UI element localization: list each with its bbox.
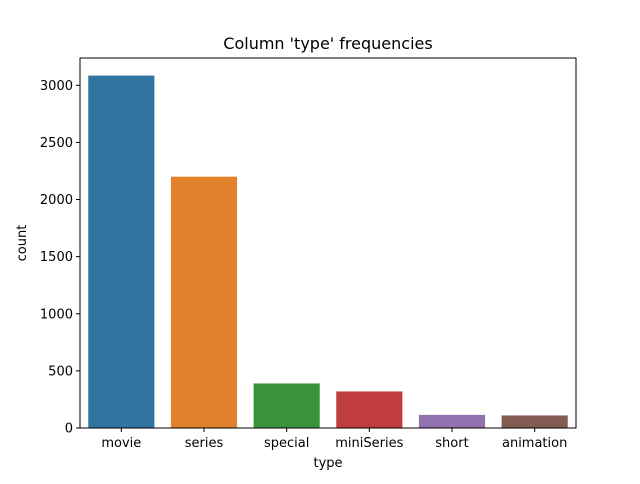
y-axis-label: count — [15, 225, 30, 262]
x-tick-label: movie — [101, 436, 141, 451]
bar-movie — [88, 75, 155, 428]
x-tick-label: short — [435, 436, 468, 451]
x-tick-label: special — [264, 436, 309, 451]
x-tick-label: series — [185, 436, 224, 451]
x-tick-label: miniSeries — [335, 436, 403, 451]
bar-animation — [501, 415, 568, 428]
bar-special — [253, 383, 320, 428]
x-axis: movie series special miniSeries short animati… — [101, 428, 567, 451]
y-tick-label: 500 — [48, 364, 73, 379]
y-tick-label: 2000 — [40, 193, 73, 208]
chart-title: Column 'type' frequencies — [223, 34, 432, 53]
x-axis-label: type — [313, 456, 342, 471]
bar-short — [418, 414, 486, 428]
y-tick-label: 0 — [65, 422, 73, 437]
y-tick-label: 2500 — [40, 136, 73, 151]
y-tick-label: 3000 — [40, 79, 73, 94]
bar-miniSeries — [336, 391, 403, 428]
plot-frame — [79, 57, 577, 429]
bars-group — [88, 75, 568, 428]
y-tick-label: 1500 — [40, 250, 73, 265]
x-tick-label: animation — [502, 436, 567, 451]
bar-series — [170, 176, 238, 428]
y-tick-label: 1000 — [40, 307, 73, 322]
y-axis: 0 500 1000 1500 2000 2500 3000 — [40, 79, 80, 437]
